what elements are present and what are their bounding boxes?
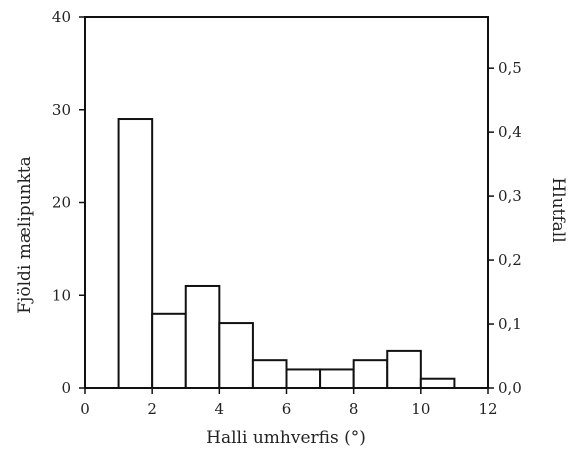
bar-9 <box>419 377 456 390</box>
y-axis-title: Fjöldi mælipunkta <box>15 156 35 313</box>
y2-tick-label: 0,3 <box>498 187 522 205</box>
bar-3 <box>218 322 254 390</box>
y-tick-label: 40 <box>52 8 71 26</box>
bar-0 <box>117 118 154 390</box>
bar-4 <box>251 359 288 389</box>
y2-tick-label: 0,1 <box>498 315 522 333</box>
x-tick-label: 12 <box>478 400 497 418</box>
y2-tick-label: 0,0 <box>498 379 522 397</box>
x-tick-label: 10 <box>411 400 430 418</box>
x-tick-label: 4 <box>215 400 225 418</box>
bar-5 <box>285 368 322 390</box>
bar-6 <box>319 368 355 390</box>
y2-tick-label: 0,5 <box>498 59 522 77</box>
y2-tick-label: 0,2 <box>498 251 522 269</box>
y-tick-label: 10 <box>52 286 71 304</box>
bar-1 <box>151 312 187 389</box>
x-tick-label: 0 <box>80 400 90 418</box>
bar-2 <box>184 284 221 390</box>
y-tick-label: 0 <box>61 379 71 397</box>
bar-7 <box>352 359 389 389</box>
x-axis: 0 2 4 6 8 10 12 <box>80 388 498 418</box>
bar-8 <box>386 349 422 389</box>
bars-group <box>117 118 456 390</box>
x-axis-title: Halli umhverfis (°) <box>206 428 366 448</box>
y2-axis-title: Hlutfall <box>548 177 568 242</box>
y-axis-left: 0 10 20 30 40 <box>52 8 85 397</box>
x-tick-label: 2 <box>147 400 157 418</box>
y-tick-label: 30 <box>52 101 71 119</box>
x-tick-label: 8 <box>349 400 359 418</box>
y-tick-label: 20 <box>52 194 71 212</box>
y2-tick-label: 0,4 <box>498 123 522 141</box>
x-tick-label: 6 <box>282 400 292 418</box>
y-axis-right: 0,0 0,1 0,2 0,3 0,4 0,5 <box>488 59 522 397</box>
